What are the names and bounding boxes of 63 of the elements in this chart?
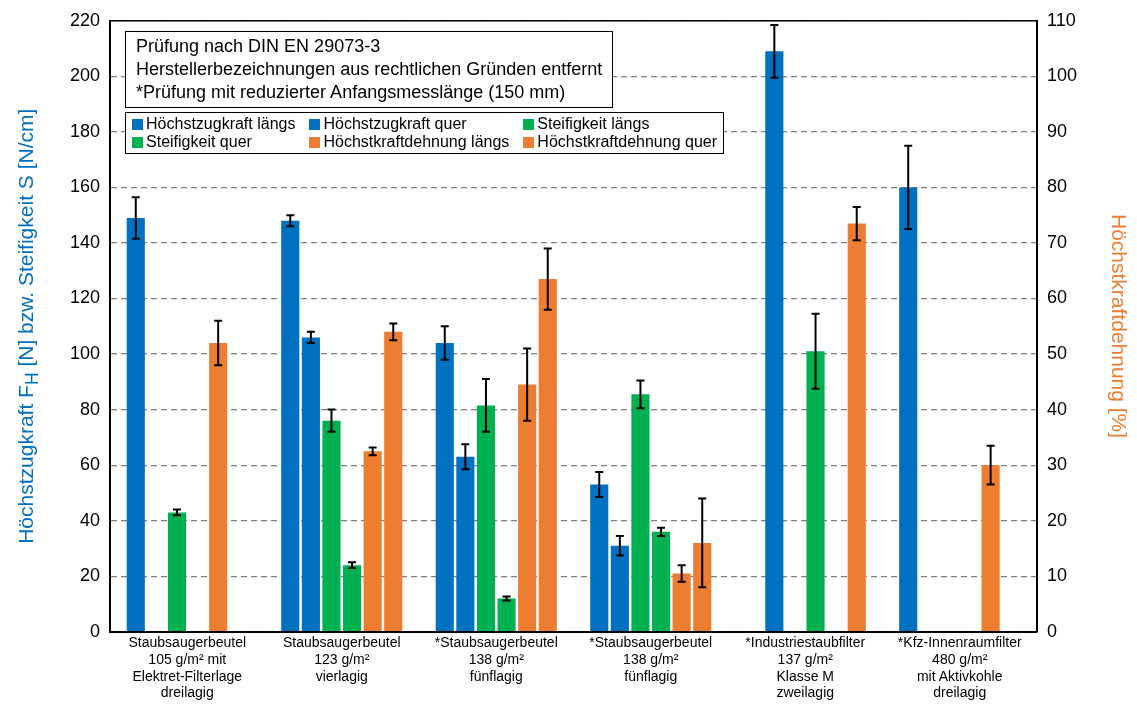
y-tick-label: 220	[69, 9, 101, 30]
bar	[322, 420, 341, 632]
legend-label: Höchstkraftdehnung längs	[323, 132, 510, 150]
y2-tick-label: 70	[1046, 231, 1067, 252]
bar	[456, 456, 475, 632]
bar	[363, 451, 382, 632]
bar	[167, 512, 187, 632]
bar	[435, 342, 454, 632]
bar	[497, 598, 516, 632]
y2-tick-label: 40	[1046, 398, 1067, 419]
y2-tick-label: 110	[1046, 9, 1076, 30]
legend-label: Höchstzugkraft quer	[323, 114, 467, 132]
y2-tick-label: 10	[1046, 565, 1067, 586]
x-tick-label: Staubsaugerbeutel 123 g/m² vierlagig	[282, 634, 401, 684]
legend-label: Höchstkraftdehnung quer	[537, 132, 718, 150]
x-tick-label: *Staubsaugerbeutel 138 g/m² fünflagig	[434, 634, 558, 684]
bar	[610, 545, 629, 632]
y-tick-label: 180	[69, 120, 101, 141]
y2-axis-title: Höchstkraftdehnung [%]	[1107, 214, 1131, 439]
y-tick-label: 120	[69, 287, 101, 308]
y-tick-label: 140	[69, 231, 101, 252]
bar	[631, 394, 650, 632]
y2-tick-label: 30	[1046, 454, 1067, 475]
y-tick-label: 80	[80, 398, 101, 419]
x-tick-label: *Staubsaugerbeutel 138 g/m² fünflagig	[589, 634, 713, 684]
bar	[538, 279, 557, 632]
y2-tick-label: 50	[1046, 343, 1067, 364]
x-tick-label: *Kfz-Innenraumfilter 480 g/m² mit Aktivkohle dreilagig	[897, 634, 1022, 701]
y2-tick-label: 90	[1046, 120, 1067, 141]
annotation: *Prüfung mit reduzierter Anfangsmesslänge (150 mm)	[136, 80, 567, 104]
y-tick-label: 200	[69, 65, 101, 86]
x-tick-label: *Industriestaubfilter 137 g/m² Klasse M zweilagig	[745, 634, 866, 701]
bar	[476, 405, 496, 632]
bar	[981, 465, 1000, 632]
bar	[590, 484, 609, 632]
bar	[281, 220, 300, 632]
bar	[899, 187, 918, 632]
legend-label: Höchstzugkraft längs	[146, 114, 296, 132]
legend-label: Steifigkeit quer	[146, 132, 252, 150]
y2-tick-label: 100	[1046, 65, 1078, 86]
y2-tick-label: 80	[1046, 176, 1067, 197]
y2-tick-label: 60	[1046, 287, 1067, 308]
bar	[209, 342, 228, 632]
y2-tick-label: 20	[1046, 509, 1067, 530]
bar	[518, 384, 537, 632]
bar	[126, 217, 145, 632]
y-tick-label: 0	[90, 620, 101, 641]
legend-label: Steifigkeit längs	[537, 114, 650, 132]
annotation: Herstellerbezeichnungen aus rechtlichen Gründen entfernt	[136, 57, 603, 81]
y-tick-label: 100	[69, 343, 101, 364]
y-tick-label: 60	[80, 454, 101, 475]
y2-tick-label: 0	[1046, 620, 1057, 641]
y-tick-label: 40	[80, 509, 101, 530]
bar	[847, 223, 866, 632]
bar	[806, 351, 825, 632]
bar	[765, 51, 784, 632]
bar	[384, 331, 403, 632]
bar	[693, 542, 712, 632]
annotation: Prüfung nach DIN EN 29073-3	[136, 34, 382, 58]
x-tick-label: Staubsaugerbeutel 105 g/m² mit Elektret-Filterlage dreilagig	[128, 634, 247, 701]
bar	[301, 337, 320, 632]
y-tick-label: 20	[80, 565, 101, 586]
y-tick-label: 160	[69, 176, 101, 197]
